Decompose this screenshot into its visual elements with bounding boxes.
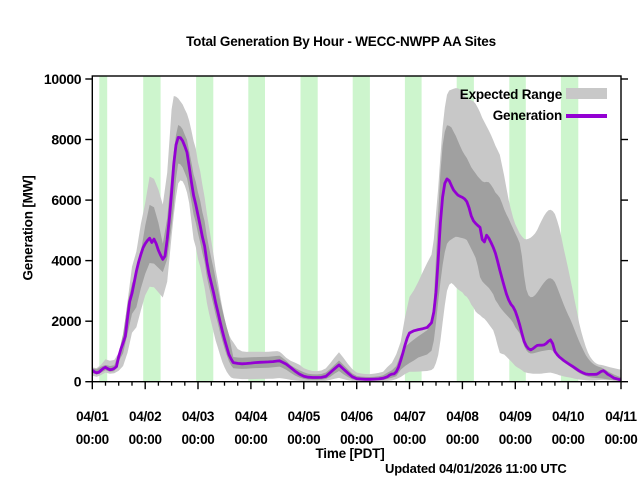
- expected-range-outer-band: [92, 88, 622, 382]
- x-tick-date-label: 04/01: [76, 409, 109, 424]
- green-shading-band: [352, 76, 370, 382]
- x-tick-date-label: 04/04: [235, 409, 268, 424]
- legend-expected-range-swatch: [566, 88, 607, 99]
- legend-expected-range-label: Expected Range: [459, 87, 562, 102]
- x-tick-date-label: 04/10: [552, 409, 584, 424]
- y-tick-label: 10000: [44, 71, 82, 87]
- x-tick-date-label: 04/06: [341, 409, 374, 424]
- legend-generation-label: Generation: [492, 108, 562, 123]
- updated-timestamp-note: Updated 04/01/2026 11:00 UTC: [385, 461, 567, 476]
- y-axis-title: Generation [MW]: [20, 175, 36, 281]
- y-axis: 0 2000 4000 6000 8000 10000: [44, 71, 628, 390]
- x-tick-date-label: 04/08: [446, 409, 479, 424]
- x-tick-time-label: 00:00: [129, 432, 162, 447]
- green-shading-band: [300, 76, 318, 382]
- x-axis-title: Time [PDT]: [315, 446, 385, 461]
- x-tick-time-label: 00:00: [552, 432, 585, 447]
- x-tick-date-label: 04/09: [499, 409, 531, 424]
- y-tick-label: 8000: [51, 131, 81, 147]
- green-shading-band: [248, 76, 265, 382]
- x-tick-date-label: 04/11: [605, 409, 637, 424]
- legend-generation-swatch: [566, 114, 607, 118]
- x-axis: 04/01 00:00 04/02 00:00 04/03 00:00 04/04 00:00…: [76, 381, 638, 447]
- generation-line: [92, 136, 622, 382]
- y-tick-label: 4000: [51, 252, 81, 268]
- page-title: Total Generation By Hour - WECC-NWPP AA …: [186, 34, 496, 49]
- y-tick-label: 0: [74, 374, 82, 390]
- x-tick-time-label: 00:00: [287, 432, 320, 447]
- green-shading-band: [99, 76, 108, 382]
- x-tick-time-label: 00:00: [499, 432, 532, 447]
- x-tick-time-label: 00:00: [393, 432, 426, 447]
- expected-range-inner-band: [92, 125, 622, 381]
- x-tick-date-label: 04/05: [288, 409, 321, 424]
- x-tick-time-label: 00:00: [604, 432, 637, 447]
- x-tick-time-label: 00:00: [181, 432, 214, 447]
- y-tick-label: 6000: [51, 192, 81, 208]
- y-tick-label: 2000: [51, 313, 81, 329]
- x-tick-time-label: 00:00: [76, 432, 109, 447]
- x-tick-time-label: 00:00: [340, 432, 373, 447]
- x-tick-date-label: 04/03: [182, 409, 215, 424]
- x-tick-date-label: 04/07: [393, 409, 425, 424]
- plot-area: [92, 76, 622, 382]
- x-tick-time-label: 00:00: [446, 432, 479, 447]
- x-tick-time-label: 00:00: [234, 432, 267, 447]
- x-tick-date-label: 04/02: [129, 409, 161, 424]
